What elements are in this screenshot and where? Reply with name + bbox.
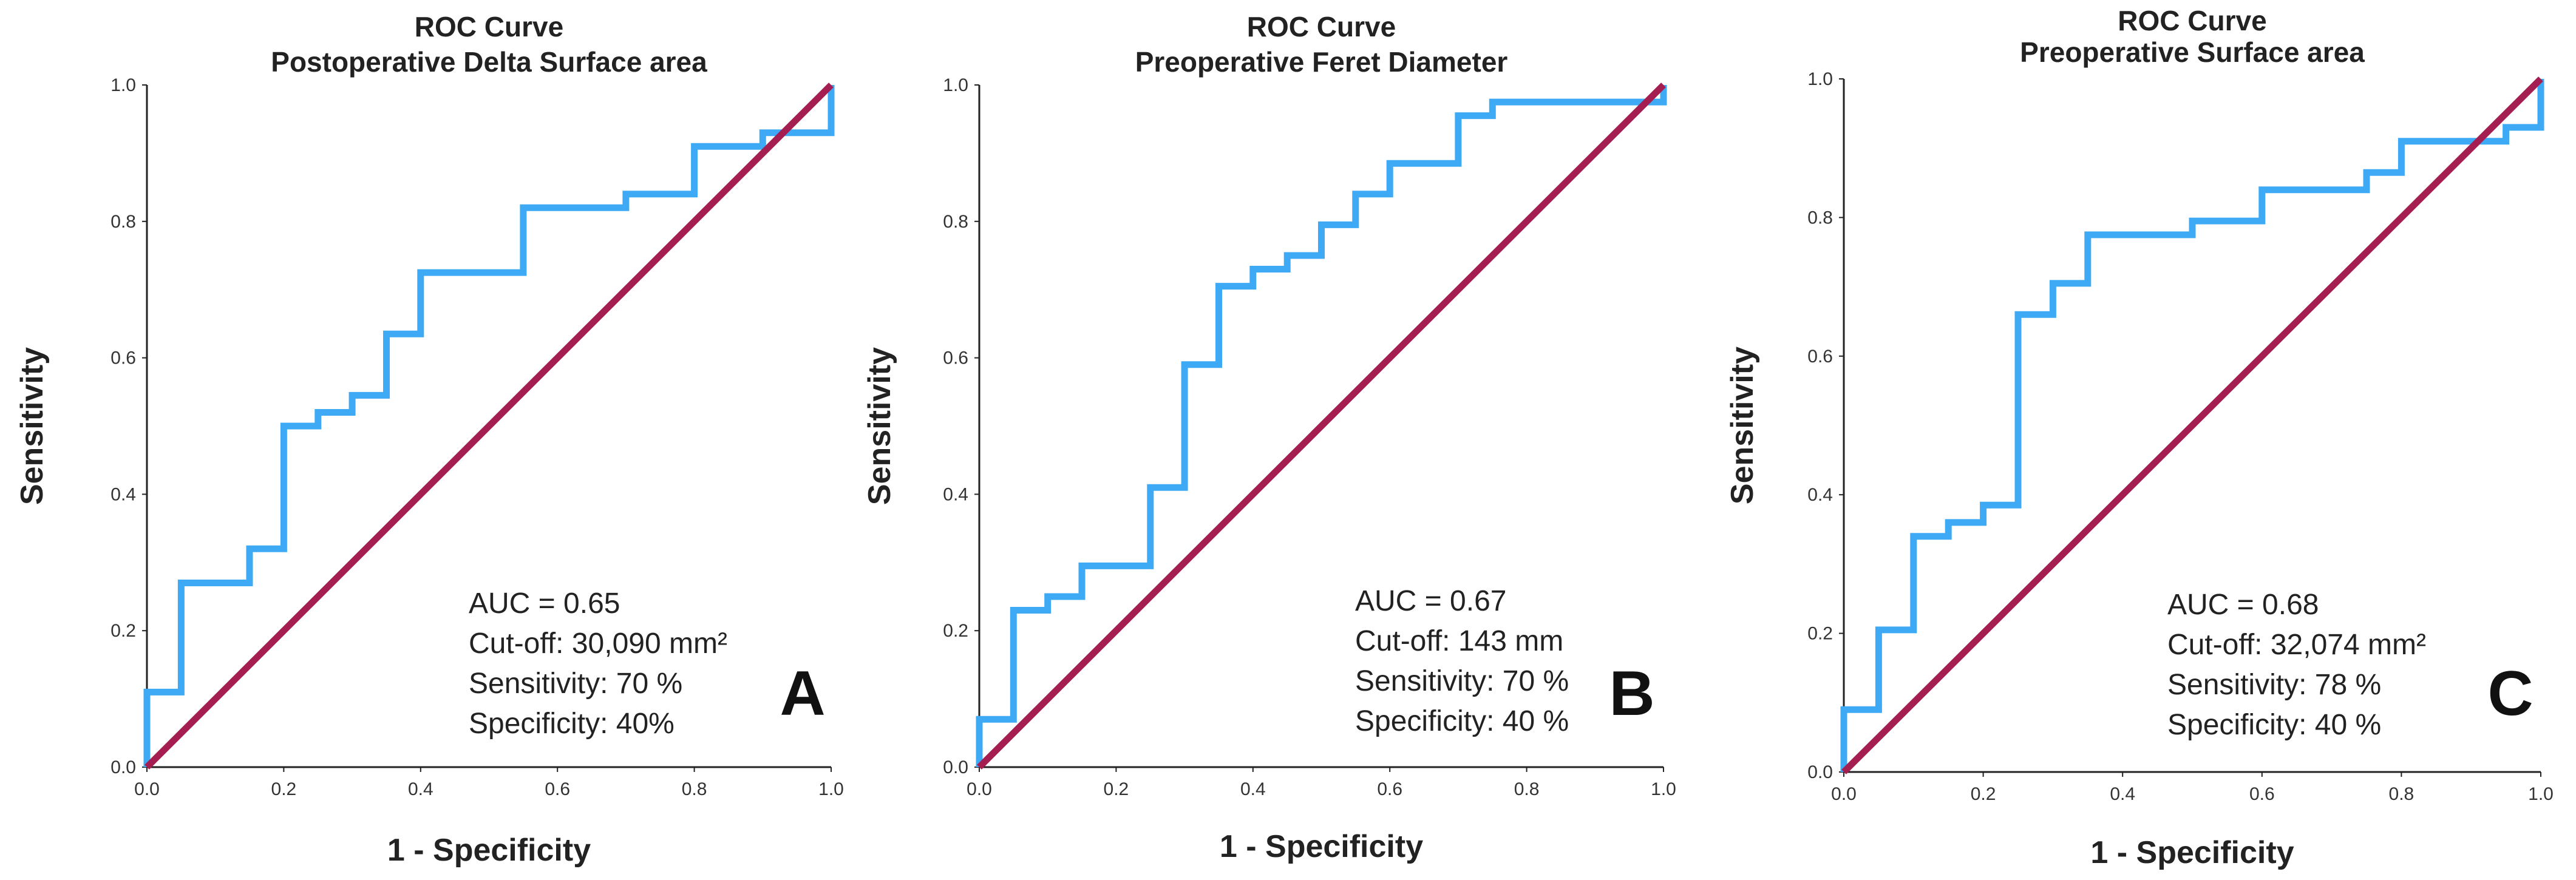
x-tick-label: 0.4 [2110,784,2135,804]
y-axis-label: Sensitivity [15,347,50,505]
x-tick-label: 0.0 [967,779,992,799]
chart-title: ROC Curve [415,11,563,42]
roc-curve-line [143,85,835,767]
annotation-text: Sensitivity: 70 % [469,668,682,700]
reference-diagonal-line [144,83,834,770]
x-tick-label: 0.8 [682,779,707,799]
annotation-text: Specificity: 40 % [1355,705,1569,737]
x-tick-label: 0.6 [545,779,570,799]
annotation-text: Specificity: 40% [469,708,675,740]
annotation-text: Cut-off: 32,074 mm² [2167,629,2426,661]
x-tick-label: 0.8 [2389,784,2415,804]
x-tick-label: 1.0 [1651,779,1676,799]
x-tick-label: 1.0 [818,779,844,799]
y-tick-label: 0.0 [1807,762,1833,782]
panel-letter: B [1609,658,1654,729]
y-tick-label: 0.2 [943,621,968,641]
y-tick-label: 0.0 [943,757,968,777]
annotation-text: AUC = 0.68 [2167,589,2319,621]
annotation-text: Cut-off: 30,090 mm² [469,628,727,660]
x-tick-label: 0.4 [408,779,433,799]
chart-title: ROC Curve [1247,11,1396,42]
chart-subtitle: Postoperative Delta Surface area [271,46,707,78]
y-tick-label: 0.2 [110,621,136,641]
y-tick-label: 0.2 [1807,624,1833,644]
x-tick-label: 0.4 [1240,779,1266,799]
y-tick-label: 0.0 [110,757,136,777]
roc-curve-line [1840,79,2544,772]
annotation-text: Sensitivity: 78 % [2167,669,2381,701]
chart-title: ROC Curve [2118,5,2266,36]
y-axis-label: Sensitivity [862,347,897,505]
x-tick-label: 0.2 [1104,779,1129,799]
roc-curve-line [976,85,1667,767]
y-tick-label: 0.8 [943,212,968,232]
x-tick-label: 0.0 [134,779,160,799]
chart-subtitle: Preoperative Feret Diameter [1135,46,1508,78]
reference-diagonal-line [1841,76,2543,774]
y-tick-label: 0.8 [110,212,136,232]
annotation-text: AUC = 0.67 [1355,585,1506,617]
y-axis-label: Sensitivity [1725,347,1760,504]
x-axis-label: 1 - Specificity [387,833,591,868]
annotation-text: Cut-off: 143 mm [1355,625,1563,657]
reference-diagonal-line [977,83,1666,770]
annotation-text: AUC = 0.65 [469,587,620,620]
x-tick-label: 0.2 [1971,784,1996,804]
y-tick-label: 0.4 [943,484,968,504]
x-tick-label: 0.8 [1514,779,1540,799]
x-tick-label: 0.6 [1377,779,1402,799]
y-tick-label: 1.0 [110,75,136,95]
x-tick-label: 0.2 [271,779,297,799]
y-tick-label: 0.6 [110,348,136,368]
annotation-text: Sensitivity: 70 % [1355,665,1569,697]
y-tick-label: 0.6 [1807,347,1833,367]
y-tick-label: 0.4 [110,484,136,504]
annotation-text: Specificity: 40 % [2167,709,2381,741]
panel-letter: C [2487,658,2533,729]
x-tick-label: 0.6 [2249,784,2275,804]
x-tick-label: 1.0 [2528,784,2554,804]
y-tick-label: 1.0 [943,75,968,95]
y-tick-label: 1.0 [1807,69,1833,89]
y-tick-label: 0.6 [943,348,968,368]
y-tick-label: 0.8 [1807,208,1833,228]
x-axis-label: 1 - Specificity [2090,835,2294,870]
panel-letter: A [780,658,825,729]
x-tick-label: 0.0 [1831,784,1857,804]
y-tick-label: 0.4 [1807,485,1833,505]
chart-subtitle: Preoperative Surface area [2020,36,2365,68]
roc-panel-a: ROC Curve Postoperative Delta Surface are… [15,11,844,868]
x-axis-label: 1 - Specificity [1220,829,1423,864]
